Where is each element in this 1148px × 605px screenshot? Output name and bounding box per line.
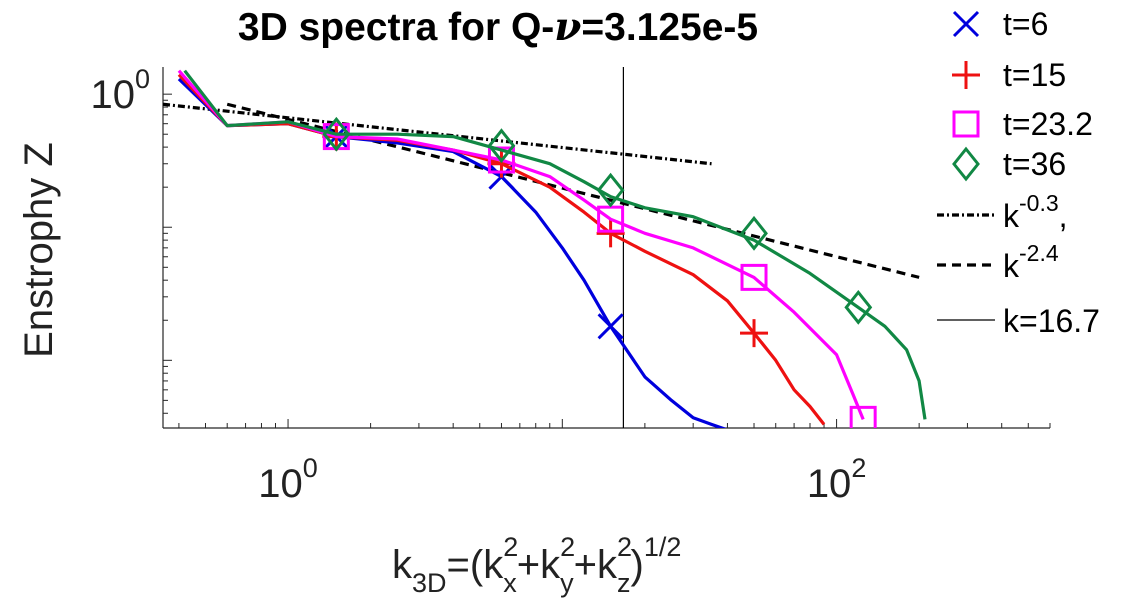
series-marker-t=6-2	[597, 313, 624, 340]
series-line-t=15	[177, 73, 826, 426]
legend-label-t=15: t=15	[1003, 57, 1066, 93]
series-marker-t=23.2-3	[740, 263, 768, 291]
legend-label-t=36: t=36	[1003, 146, 1066, 182]
series-line-t=6	[177, 77, 727, 428]
x-tick-label-0: 100	[258, 453, 318, 506]
chart-title: 3D spectra for Q-ν=3.125e-5	[238, 4, 758, 50]
guide-k-0.3	[163, 102, 712, 166]
x-tick-label-1: 102	[807, 453, 867, 506]
x-tick-exp: 0	[303, 453, 318, 483]
legend-label-base: k=16.7	[1003, 303, 1100, 339]
legend-label-t=23.2: t=23.2	[1003, 106, 1093, 142]
x-label-sub-y: y	[560, 568, 574, 598]
x-tick-base: 10	[258, 462, 303, 506]
x-label-kz: k	[597, 543, 618, 587]
legend-label-base: k	[1003, 198, 1020, 234]
series-marker-t=15-2	[596, 219, 625, 248]
series-line-t=36	[183, 69, 927, 420]
y-tick-label-0: 100	[90, 64, 150, 117]
legend-label-k=16.7: k=16.7	[1003, 303, 1100, 339]
x-label-sub-z: z	[617, 568, 631, 598]
x-label-kx: k	[483, 543, 504, 587]
series-marker-t=36-3	[740, 215, 768, 251]
x-label-sub-3d: 3D	[412, 568, 447, 598]
plot-content	[163, 67, 927, 428]
legend-label-suffix: ,	[1059, 198, 1068, 234]
legend-marker-t=15	[952, 61, 980, 89]
legend-marker-t=36	[952, 146, 980, 182]
legend-label-k-0.3: k-0.3,	[1003, 190, 1068, 234]
legend-label-exp: -0.3	[1019, 190, 1059, 216]
x-label-sup-y: 2	[560, 532, 575, 562]
x-label-sup-z: 2	[617, 532, 632, 562]
legend-label-k-2.4: k-2.4	[1003, 240, 1059, 284]
x-label-ky: k	[540, 543, 561, 587]
legend-label-base: k	[1003, 248, 1020, 284]
series-marker-t=36-1	[487, 128, 516, 164]
y-axis-label: Enstrophy Z	[17, 142, 61, 358]
x-label-plus-1: +	[517, 543, 540, 587]
legend-label-t=6: t=6	[1003, 6, 1048, 42]
series-marker-t=23.2-4	[849, 405, 877, 428]
series-marker-t=15-3	[740, 319, 769, 348]
x-label-k: k	[392, 543, 413, 587]
series-marker-t=36-4	[844, 289, 873, 325]
x-label-eq-open: =(	[447, 543, 484, 587]
legend-label-exp: -2.4	[1019, 240, 1059, 266]
chart-title-symbol: ν	[554, 4, 581, 50]
x-label-close: )	[631, 543, 644, 587]
x-label-sup-x: 2	[503, 532, 518, 562]
x-label-sup-half: 1/2	[644, 532, 682, 562]
x-label-plus-2: +	[574, 543, 597, 587]
series-marker-t=6-2-b	[597, 313, 624, 340]
x-tick-exp: 2	[851, 453, 866, 483]
y-tick-exp: 0	[135, 64, 150, 94]
legend-marker-t=23.2	[952, 110, 980, 138]
legend-marker-t=6-b	[952, 10, 980, 38]
x-label-sub-x: x	[503, 568, 517, 598]
series-marker-t=36-0	[322, 116, 351, 152]
series-marker-t=36-2	[596, 172, 625, 208]
x-tick-base: 10	[807, 462, 852, 506]
x-axis-label: k3D=(k2 x+k2 y+k2 z)1/2	[392, 532, 681, 598]
legend: t=6t=15t=23.2t=36k-0.3,k-2.4k=16.7	[937, 6, 1100, 339]
y-tick-base: 10	[90, 73, 135, 117]
series-marker-t=23.2-1	[487, 146, 515, 174]
chart-title-after: =3.125e-5	[581, 6, 758, 49]
chart-title-before: 3D spectra for Q-	[238, 6, 554, 49]
legend-marker-t=6	[952, 10, 980, 38]
